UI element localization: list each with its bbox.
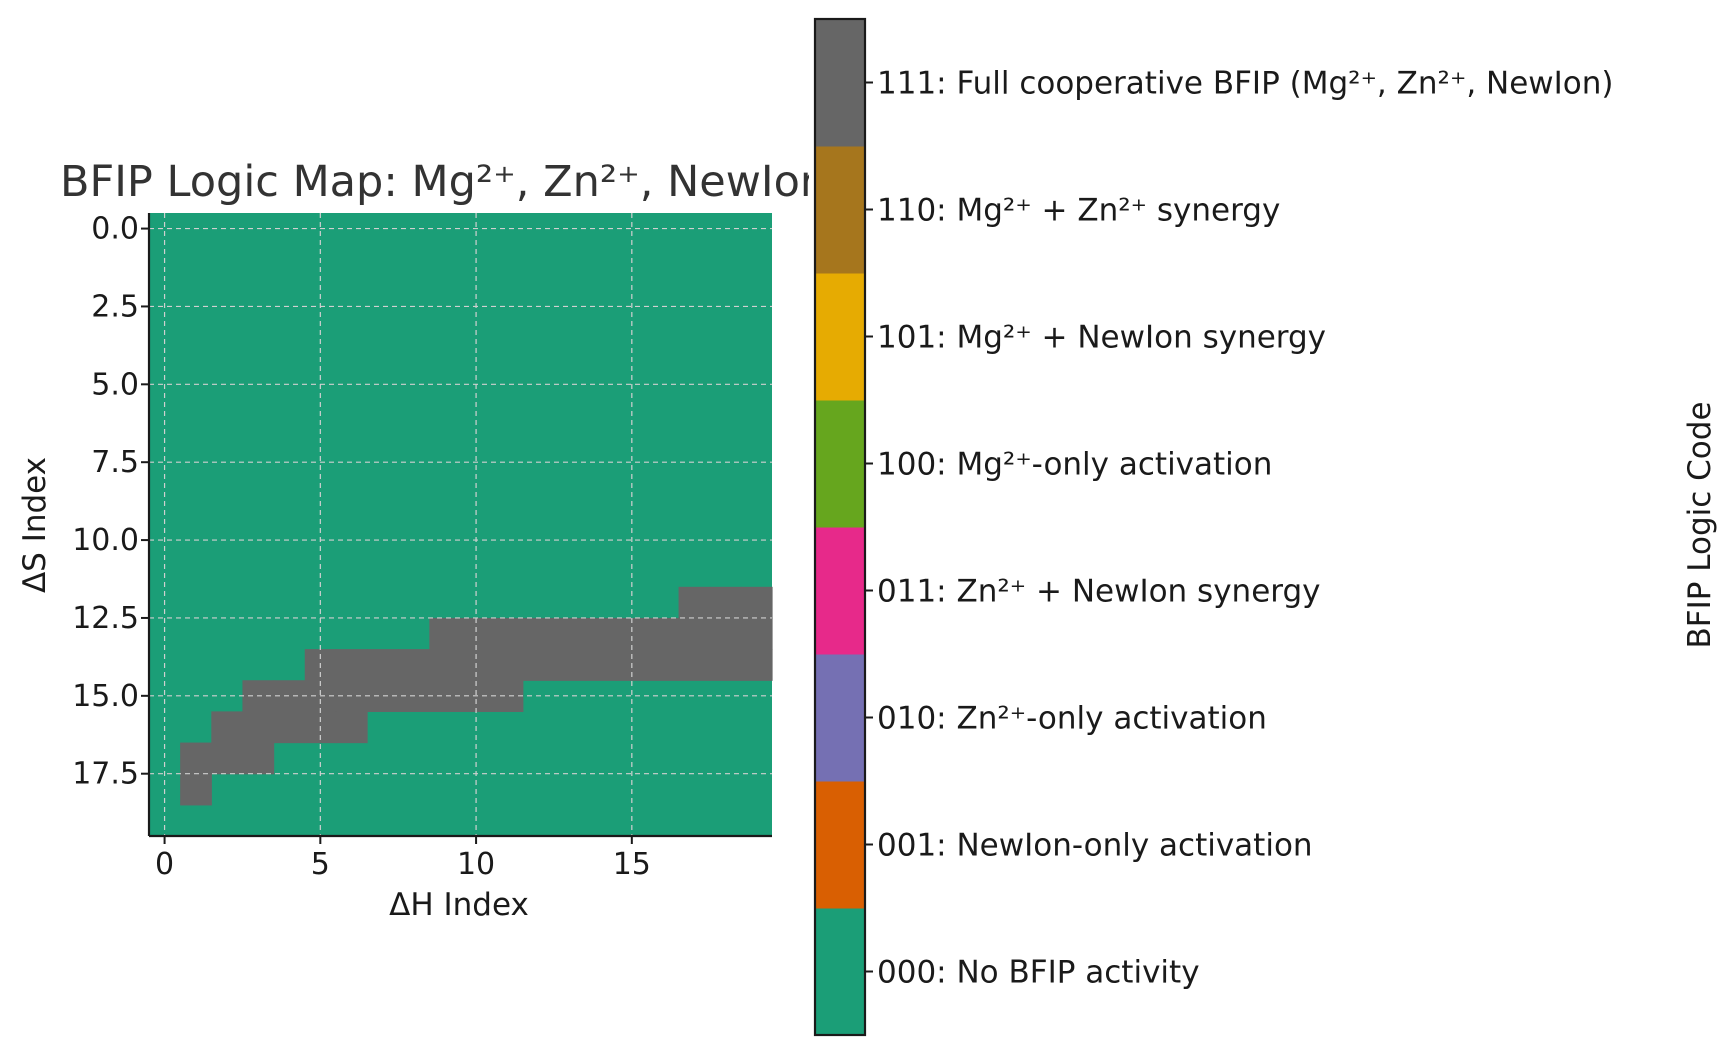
heatmap-cell	[522, 649, 555, 681]
x-axis-ticks: 0 5 10 15	[155, 836, 651, 882]
colorbar-outline	[813, 17, 867, 1037]
colorbar-entry-label: 110: Mg²⁺ + Zn²⁺ synergy	[877, 193, 1280, 229]
y-tick-label: 12.5	[72, 601, 139, 636]
heatmap-cell	[180, 742, 212, 775]
colorbar-entry-label: 000: No BFIP activity	[877, 955, 1200, 991]
heatmap-cell	[335, 711, 368, 744]
heatmap-cell	[273, 711, 306, 744]
colorbar-entry-label: 100: Mg²⁺-only activation	[877, 447, 1272, 483]
heatmap-cell	[429, 649, 462, 681]
y-tick-label: 0.0	[91, 212, 139, 247]
y-axis-ticks: 0.0 2.5 5.0 7.5 10.0 12.5 15.0 17.5	[72, 212, 149, 792]
y-tick-label: 15.0	[72, 679, 139, 714]
heatmap-cell	[709, 586, 742, 619]
colorbar-label: BFIP Logic Code	[1682, 401, 1718, 648]
heatmap-cell	[740, 617, 773, 650]
heatmap-cell	[585, 649, 617, 681]
heatmap-cell	[678, 586, 711, 619]
heatmap-cell	[647, 617, 680, 650]
y-axis-label: ΔS Index	[17, 457, 53, 593]
x-tick-label: 15	[613, 847, 651, 882]
heatmap-cell	[491, 649, 524, 681]
heatmap-cell	[522, 617, 555, 650]
heatmap-cell	[678, 649, 711, 681]
colorbar-entry-label: 010: Zn²⁺-only activation	[877, 701, 1267, 737]
colorbar: 000: No BFIP activity 001: NewIon-only ac…	[809, 17, 1614, 1037]
heatmap-cell	[242, 711, 275, 744]
heatmap-cell	[367, 649, 399, 681]
heatmap-cell	[647, 649, 680, 681]
colorbar-segment	[815, 19, 865, 147]
x-tick-label: 10	[457, 847, 495, 882]
y-tick-label: 7.5	[91, 445, 139, 480]
colorbar-entry-label: 001: NewIon-only activation	[877, 828, 1313, 864]
heatmap-cell	[585, 617, 617, 650]
heatmap-cell	[740, 649, 773, 681]
chart-title: BFIP Logic Map: Mg²⁺, Zn²⁺, NewIon	[60, 157, 827, 207]
heatmap-plot-area	[147, 213, 773, 838]
heatmap-cell	[460, 617, 493, 650]
heatmap-cell	[553, 649, 586, 681]
heatmap-cell	[429, 617, 462, 650]
x-axis-label: ΔH Index	[389, 887, 529, 923]
colorbar-entry-label: 011: Zn²⁺ + NewIon synergy	[877, 574, 1321, 610]
heatmap-cell	[678, 617, 711, 650]
x-tick-label: 0	[155, 847, 174, 882]
y-tick-label: 2.5	[91, 289, 139, 324]
y-tick-label: 5.0	[91, 367, 139, 402]
heatmap-cell	[211, 742, 244, 775]
x-tick-label: 5	[311, 847, 330, 882]
heatmap-cell	[553, 617, 586, 650]
heatmap-cell	[491, 617, 524, 650]
colorbar-segment	[815, 527, 865, 655]
colorbar-segment	[815, 146, 865, 274]
colorbar-segment	[815, 908, 865, 1036]
heatmap-cell	[242, 742, 275, 775]
colorbar-segment	[815, 400, 865, 528]
y-tick-label: 10.0	[72, 523, 139, 558]
heatmap-cell	[335, 649, 368, 681]
colorbar-segment	[815, 781, 865, 909]
heatmap-cell	[709, 617, 742, 650]
heatmap-cell	[211, 711, 244, 744]
y-tick-label: 17.5	[72, 757, 139, 792]
colorbar-segment	[815, 273, 865, 401]
heatmap-cell	[398, 649, 430, 681]
heatmap-cell	[180, 773, 212, 806]
heatmap-cell	[740, 586, 773, 619]
colorbar-entry-label: 101: Mg²⁺ + NewIon synergy	[877, 320, 1326, 356]
colorbar-segment	[815, 654, 865, 782]
heatmap-cell	[616, 617, 648, 650]
colorbar-entry-label: 111: Full cooperative BFIP (Mg²⁺, Zn²⁺, …	[877, 66, 1614, 102]
heatmap-cell	[709, 649, 742, 681]
